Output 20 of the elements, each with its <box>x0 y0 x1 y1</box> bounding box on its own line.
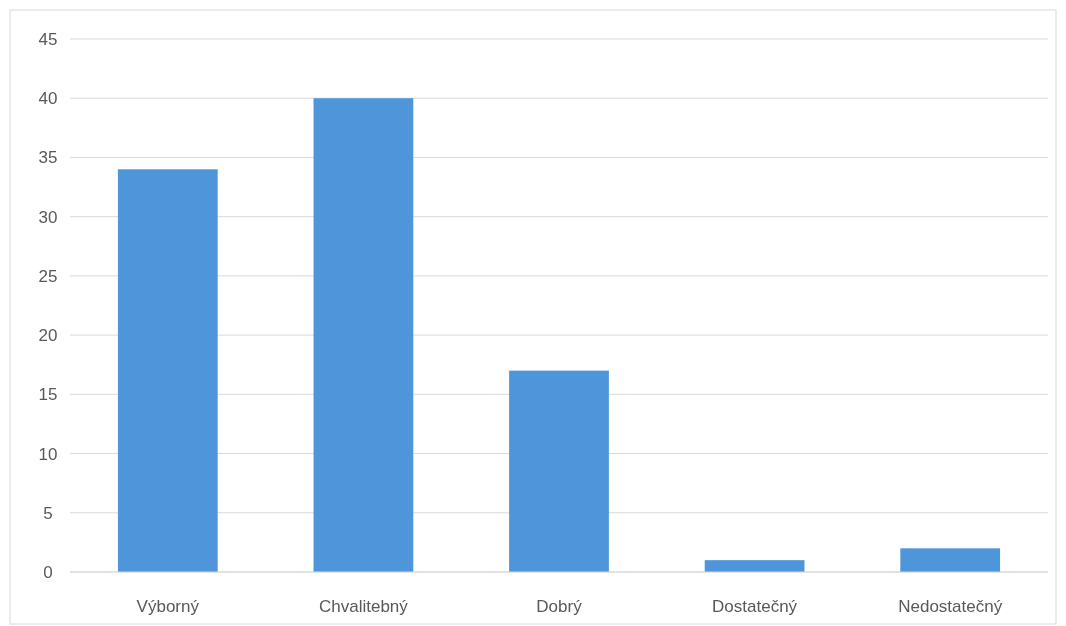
y-tick-label: 35 <box>38 148 58 168</box>
y-tick-label: 25 <box>38 266 58 286</box>
x-tick-label: Chvalitebný <box>318 597 409 616</box>
x-tick-label: Nedostatečný <box>898 597 1003 616</box>
y-tick-label: 20 <box>38 326 58 346</box>
y-tick-label: 45 <box>38 29 58 49</box>
bar <box>704 560 805 572</box>
x-tick-label: Dobrý <box>536 597 583 616</box>
y-tick-label: 0 <box>43 562 53 582</box>
y-tick-label: 30 <box>38 207 58 227</box>
x-tick-label: Dostatečný <box>712 597 798 616</box>
y-tick-label: 10 <box>38 444 58 464</box>
bar <box>509 370 609 572</box>
bar <box>313 98 414 572</box>
bar <box>117 169 218 572</box>
y-tick-label: 40 <box>38 89 58 109</box>
y-tick-label: 5 <box>43 503 53 523</box>
bar <box>900 548 1001 572</box>
x-tick-label: Výborný <box>136 597 200 616</box>
y-tick-label: 15 <box>38 385 58 405</box>
